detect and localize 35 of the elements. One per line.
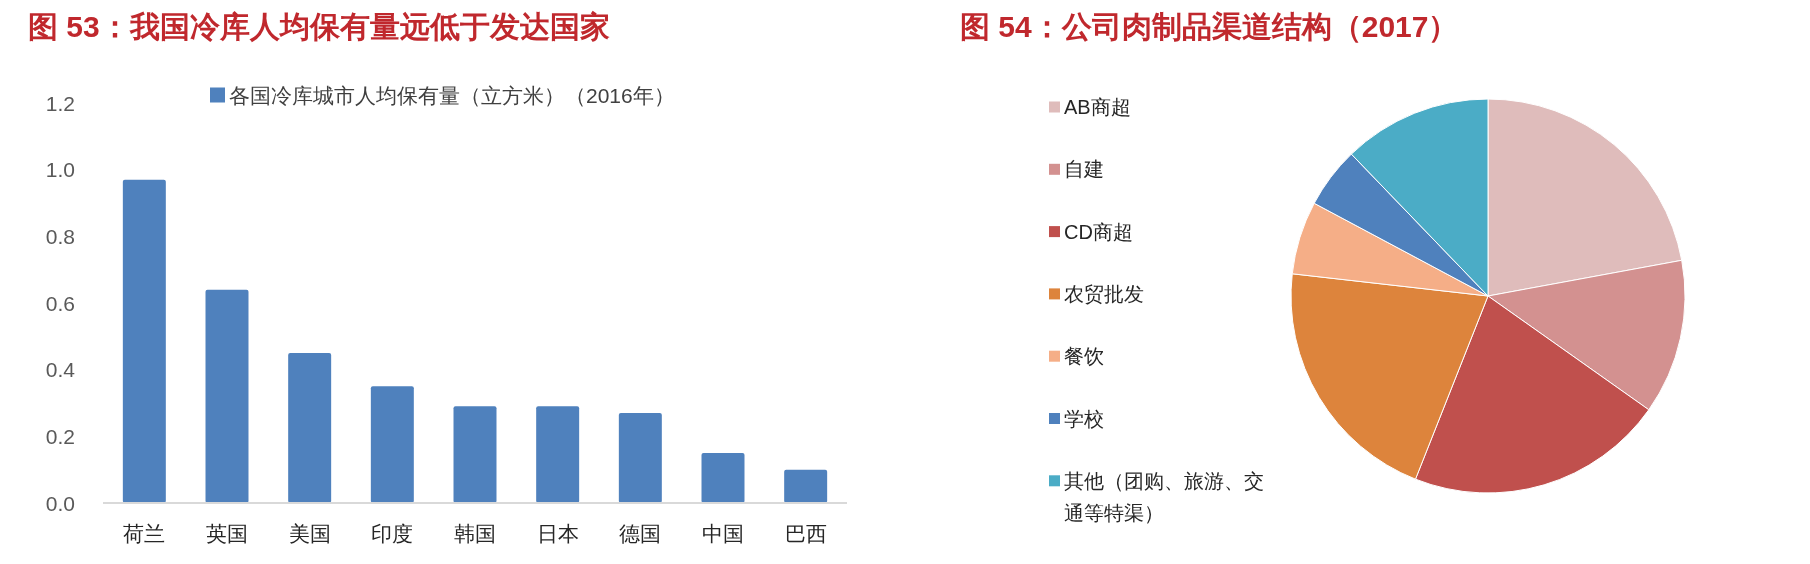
x-tick-label: 日本 [536,521,579,545]
bar [288,353,332,503]
legend-label: 各国冷库城市人均保有量（立方米）（2016年） [229,83,675,107]
y-tick-label: 0.8 [45,224,75,248]
x-tick-label: 荷兰 [123,521,166,545]
legend-label: 其他（团购、旅游、交通等特渠） [1064,469,1264,524]
bar [701,453,745,503]
y-tick-label: 1.2 [45,91,75,115]
bar [205,289,249,503]
legend-label: 学校 [1064,407,1104,430]
x-tick-label: 印度 [371,521,414,545]
x-tick-label: 中国 [702,521,744,545]
bar [784,469,828,503]
legend-label: CD商超 [1064,220,1133,243]
chart-title: 图 53：我国冷库人均保有量远低于发达国家 [28,9,610,43]
legend-label: 农贸批发 [1064,282,1144,305]
legend-label: 自建 [1064,158,1104,181]
y-tick-label: 1.0 [45,158,75,182]
x-tick-label: 韩国 [454,521,496,545]
x-tick-label: 英国 [206,521,248,545]
bar [618,413,662,503]
bar [122,179,166,503]
y-tick-label: 0.6 [45,291,75,315]
x-tick-label: 巴西 [784,521,827,545]
legend-label: 餐饮 [1064,345,1104,368]
y-tick-label: 0.2 [45,424,75,448]
bar [453,406,497,503]
bar [536,406,580,503]
legend-label: AB商超 [1064,96,1131,118]
bar [370,386,414,503]
y-tick-label: 0.4 [45,358,76,382]
x-tick-label: 德国 [619,521,662,545]
y-tick-label: 0.0 [45,491,75,515]
chart-title: 图 54：公司肉制品渠道结构（2017） [960,9,1459,43]
x-tick-label: 美国 [288,521,331,545]
